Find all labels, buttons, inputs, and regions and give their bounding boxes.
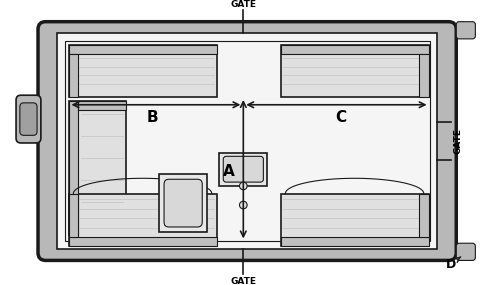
Bar [220, 152, 267, 186]
Bar [57, 33, 437, 249]
Bar [160, 174, 207, 232]
FancyBboxPatch shape [456, 22, 475, 39]
FancyBboxPatch shape [164, 179, 202, 227]
Bar [64, 41, 430, 241]
Bar [68, 101, 78, 235]
Bar [78, 101, 126, 111]
FancyBboxPatch shape [38, 22, 457, 260]
Bar [280, 45, 428, 54]
Bar [68, 194, 78, 237]
FancyBboxPatch shape [456, 243, 475, 260]
Text: C: C [335, 110, 346, 125]
Bar [280, 45, 428, 97]
Bar [68, 54, 78, 97]
Bar [68, 45, 216, 54]
Text: B: B [147, 110, 158, 125]
Bar [280, 194, 428, 246]
FancyBboxPatch shape [20, 103, 37, 135]
Text: GATE: GATE [454, 128, 462, 154]
Bar [68, 194, 216, 246]
Bar [68, 101, 126, 235]
FancyBboxPatch shape [224, 156, 264, 182]
Bar [419, 194, 428, 237]
FancyBboxPatch shape [16, 95, 41, 143]
Text: GATE: GATE [230, 0, 256, 9]
Bar [280, 237, 428, 246]
Circle shape [240, 201, 247, 209]
Bar [68, 237, 216, 246]
Bar [419, 54, 428, 97]
Circle shape [240, 182, 247, 190]
Text: GATE: GATE [230, 277, 256, 285]
Bar [68, 45, 216, 97]
Text: A: A [223, 164, 235, 179]
Text: D: D [446, 257, 460, 271]
